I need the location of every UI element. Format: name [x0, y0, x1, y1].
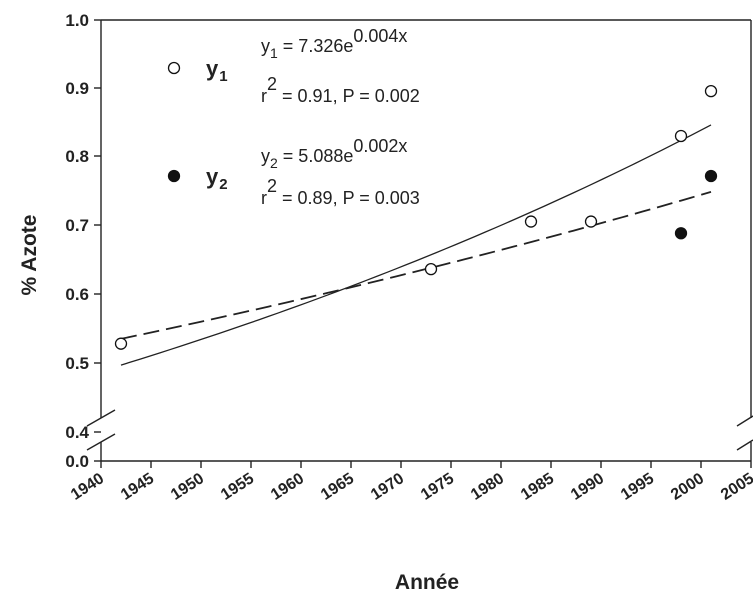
y-tick-label: 0.4 — [65, 423, 89, 442]
fit-lines — [120, 124, 712, 366]
x-tick-label: 1985 — [518, 470, 557, 504]
y-tick-label: 0.7 — [65, 216, 89, 235]
y-tick-label: 0.5 — [65, 354, 89, 373]
y-axis-ticks: 0.0 0.4 0.5 0.6 0.7 0.8 0.9 1.0 — [65, 11, 101, 471]
data-point-y1 — [114, 337, 128, 350]
axis-break-right-top — [736, 415, 753, 427]
x-tick-label: 1960 — [268, 470, 307, 504]
data-point-y2 — [674, 227, 688, 240]
stats-y1: r2 = 0.91, P = 0.002 — [261, 74, 420, 106]
x-tick-label: 1995 — [618, 470, 657, 504]
stats-text: = 0.91, P = 0.002 — [277, 86, 420, 106]
x-tick-label: 1945 — [118, 470, 157, 504]
stats-sup: 2 — [267, 176, 277, 196]
y-tick-label: 0.6 — [65, 285, 89, 304]
axis-break-left-bottom — [86, 433, 116, 451]
equation-rhs: = 7.326e — [278, 36, 354, 56]
equation-rhs: = 5.088e — [278, 146, 354, 166]
legend-label-sub: 1 — [219, 68, 227, 85]
y-tick-label: 0.0 — [65, 452, 89, 471]
equation-exp: 0.002x — [353, 136, 407, 156]
x-tick-label: 1955 — [218, 470, 257, 504]
stats-text: = 0.89, P = 0.003 — [277, 188, 420, 208]
x-tick-label: 1975 — [418, 470, 457, 504]
x-tick-label: 1950 — [168, 470, 207, 504]
data-point-y1 — [524, 215, 538, 228]
data-points — [114, 84, 718, 350]
plot-frame — [86, 19, 753, 462]
y-tick-label: 0.9 — [65, 79, 89, 98]
y-tick-label: 1.0 — [65, 11, 89, 30]
x-tick-label: 1990 — [568, 470, 607, 504]
equation-y1: y1 = 7.326e0.004x — [261, 26, 407, 61]
data-point-y1 — [674, 129, 688, 143]
stats-y2: r2 = 0.89, P = 0.003 — [261, 176, 420, 208]
equation-sub: 2 — [270, 155, 278, 171]
legend-marker-y1 — [167, 61, 181, 75]
legend-label-sub: 2 — [219, 176, 227, 193]
x-axis-ticks: 1940 1945 1950 1955 1960 1965 1970 1975 1980 1985… — [68, 461, 753, 504]
x-tick-label: 1970 — [368, 470, 407, 504]
legend-marker-y2 — [167, 169, 181, 183]
data-point-y2 — [704, 169, 718, 183]
axis-break-left-top — [86, 409, 116, 427]
data-point-y1 — [424, 263, 438, 276]
legend-label: y2 — [206, 164, 228, 193]
x-axis-title: Année — [395, 571, 459, 594]
stats-sup: 2 — [267, 74, 277, 94]
y-axis-title: % Azote — [18, 215, 41, 296]
equation-y2: y2 = 5.088e0.002x — [261, 136, 407, 171]
legend-label: y1 — [206, 56, 228, 85]
data-point-y1 — [704, 84, 718, 98]
equation-sub: 1 — [270, 45, 278, 61]
axis-break-right-bottom — [736, 439, 753, 451]
x-tick-label: 1965 — [318, 470, 357, 504]
equation-exp: 0.004x — [353, 26, 407, 46]
fit-line-y2 — [120, 191, 712, 340]
x-tick-label: 2005 — [718, 470, 753, 504]
y-tick-label: 0.8 — [65, 147, 89, 166]
x-tick-label: 2000 — [668, 470, 707, 504]
data-point-y1 — [584, 215, 598, 228]
x-tick-label: 1980 — [468, 470, 507, 504]
legend: y1 y1 = 7.326e0.004x r2 = 0.91, P = 0.002 y… — [167, 26, 420, 208]
fit-line-y1 — [120, 124, 712, 366]
x-tick-label: 1940 — [68, 470, 107, 504]
